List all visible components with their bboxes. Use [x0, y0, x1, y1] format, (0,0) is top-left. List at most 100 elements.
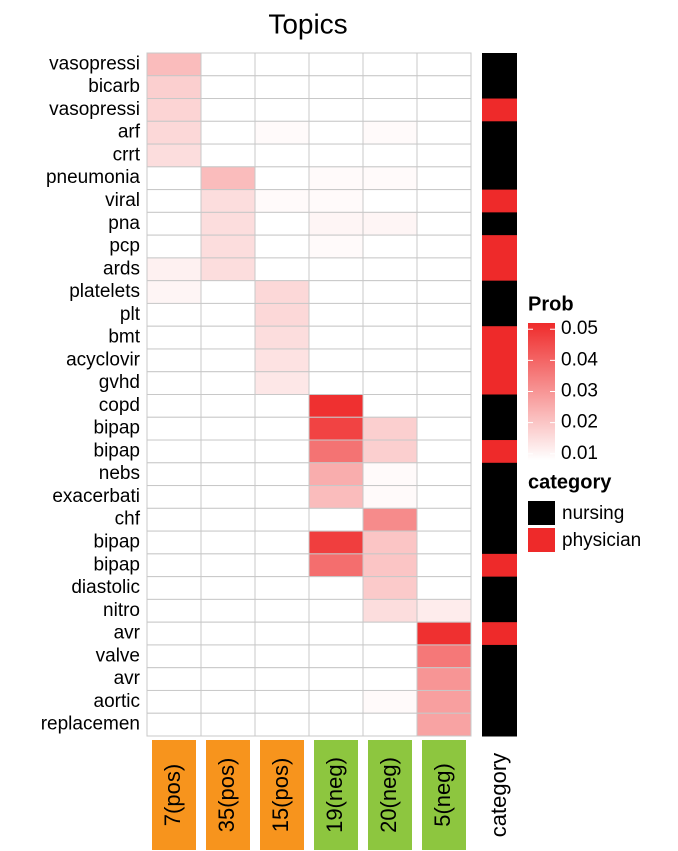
heat-cell — [308, 621, 364, 646]
heat-cell — [416, 553, 472, 578]
heat-cell — [308, 189, 364, 213]
heat-cell — [362, 485, 418, 509]
column-label: 19(neg) — [322, 757, 347, 833]
heat-cell — [416, 143, 472, 168]
heat-cell — [146, 576, 202, 600]
heat-cell — [146, 120, 202, 145]
heat-cell — [362, 462, 418, 487]
column-label: 5(neg) — [430, 763, 455, 827]
heat-cell — [416, 644, 472, 669]
legend-swatch — [528, 501, 555, 525]
heat-cell — [146, 189, 202, 213]
column-label: 35(pos) — [214, 758, 239, 833]
column-label-box — [422, 740, 466, 850]
heat-cell — [146, 712, 202, 737]
heat-cell — [200, 75, 256, 100]
heat-cell — [416, 120, 472, 145]
heat-cell — [416, 371, 472, 396]
row-label: vasopressi — [49, 99, 140, 120]
heat-cell — [146, 98, 202, 122]
category-cell — [482, 53, 517, 77]
heat-cell — [254, 598, 310, 623]
heat-cell — [362, 280, 418, 304]
heat-cell — [308, 325, 364, 350]
row-label: nitro — [103, 600, 140, 621]
heat-cell — [308, 598, 364, 623]
heat-cell — [200, 507, 256, 532]
heat-cell — [146, 325, 202, 350]
heat-cell — [200, 371, 256, 396]
heat-cell — [200, 189, 256, 213]
heat-cell — [146, 667, 202, 691]
heat-cell — [416, 439, 472, 464]
heat-cell — [416, 75, 472, 100]
heat-cell — [200, 98, 256, 122]
heat-cell — [308, 302, 364, 327]
heat-cell — [254, 576, 310, 600]
heat-cell — [308, 689, 364, 714]
row-label: replacemen — [41, 714, 140, 735]
row-label: vasopressi — [49, 53, 140, 74]
heat-cell — [200, 712, 256, 737]
heat-cell — [308, 667, 364, 691]
heat-cell — [254, 280, 310, 304]
category-cell — [482, 599, 517, 623]
column-label: 7(pos) — [160, 764, 185, 826]
legend-swatch — [528, 528, 555, 552]
heat-cell — [254, 507, 310, 532]
heat-cell — [146, 302, 202, 327]
heat-cell — [308, 576, 364, 600]
heat-cell — [146, 394, 202, 418]
heat-cell — [308, 485, 364, 509]
heat-cell — [200, 553, 256, 578]
heat-cell — [362, 302, 418, 327]
column-label: 15(pos) — [268, 758, 293, 833]
category-cell — [482, 622, 517, 646]
category-cell — [482, 485, 517, 509]
heat-cell — [308, 234, 364, 259]
heat-cell — [146, 621, 202, 646]
heat-cell — [200, 576, 256, 600]
heat-cell — [416, 234, 472, 259]
heat-cell — [308, 712, 364, 737]
category-cell — [482, 576, 517, 600]
heat-cell — [146, 371, 202, 396]
column-label-box — [152, 740, 196, 850]
heat-cell — [416, 530, 472, 555]
heat-cell — [362, 143, 418, 168]
row-label: crrt — [113, 144, 141, 165]
colorbar-tick-label: 0.05 — [561, 318, 598, 339]
category-cell — [482, 348, 517, 373]
row-label: plt — [120, 304, 141, 325]
category-axis-label: category — [486, 753, 511, 837]
heat-cell — [200, 302, 256, 327]
heat-cell — [308, 439, 364, 464]
category-cell — [482, 417, 517, 441]
heat-cell — [254, 667, 310, 691]
heat-cell — [362, 52, 418, 77]
colorbar-tick-label: 0.01 — [561, 443, 598, 464]
heat-cell — [308, 120, 364, 145]
heat-cell — [254, 394, 310, 418]
heat-cell — [362, 348, 418, 373]
heat-cell — [200, 120, 256, 145]
heat-cell — [416, 689, 472, 714]
column-label: 20(neg) — [376, 757, 401, 833]
heat-cell — [146, 234, 202, 259]
heat-cell — [416, 302, 472, 327]
legend-title: Prob — [528, 293, 574, 315]
heat-cell — [146, 553, 202, 578]
heat-cell — [362, 394, 418, 418]
heat-cell — [254, 553, 310, 578]
heat-cell — [416, 416, 472, 441]
heat-cell — [362, 75, 418, 100]
heat-cell — [146, 462, 202, 487]
heat-cell — [416, 462, 472, 487]
heat-cell — [146, 598, 202, 623]
heat-cell — [416, 257, 472, 282]
category-cell — [482, 75, 517, 100]
heat-cell — [416, 52, 472, 77]
colorbar-tick-label: 0.02 — [561, 412, 598, 433]
heat-cell — [362, 325, 418, 350]
heat-cell — [200, 166, 256, 191]
